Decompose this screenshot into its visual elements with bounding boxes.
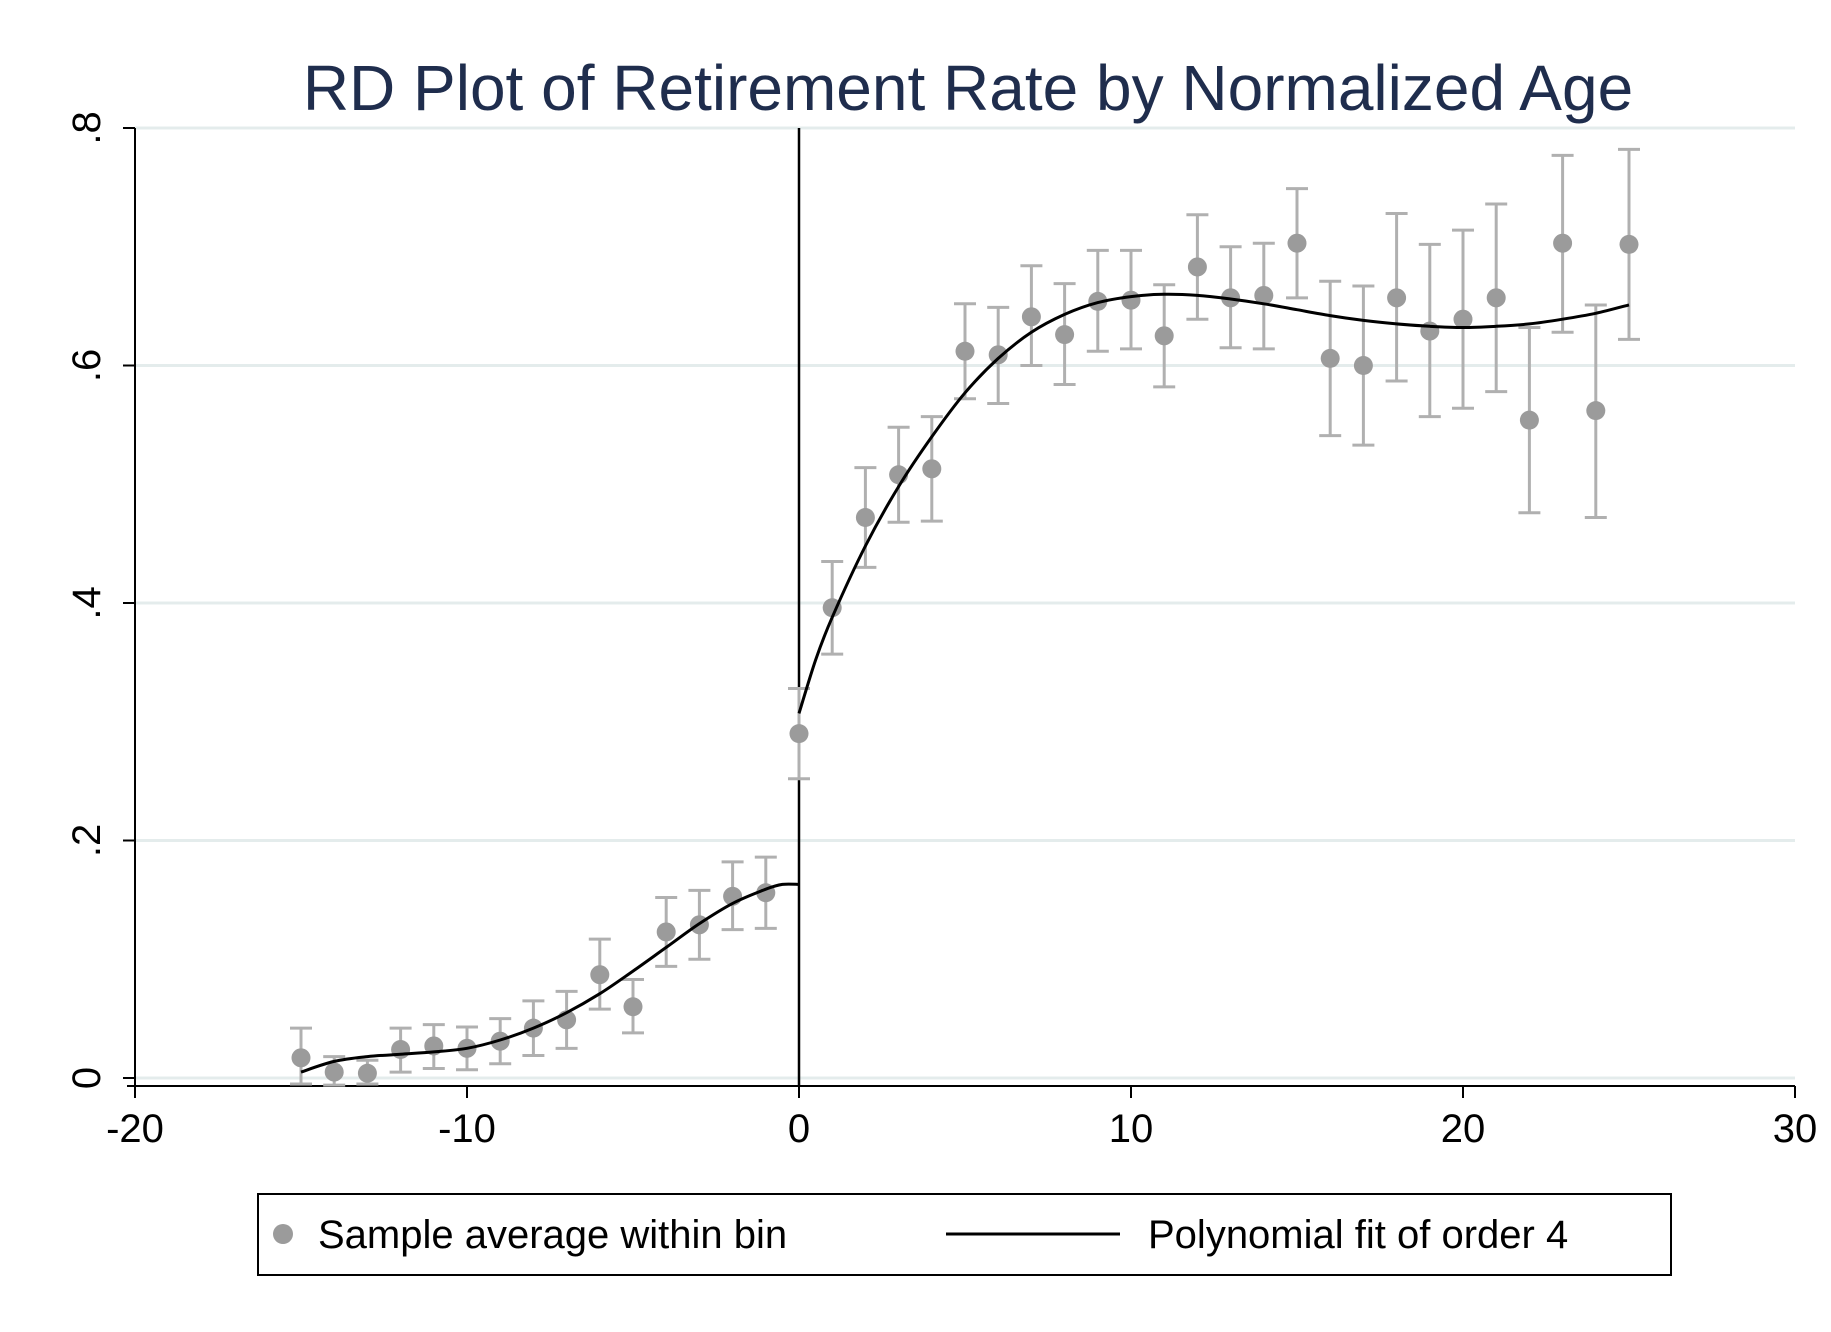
data-point-32 [1353,356,1373,375]
x-tick-label-0: -20 [106,1107,164,1151]
data-point-29 [1254,285,1274,305]
data-point-35 [1453,309,1473,329]
grid-lines [135,126,1795,1080]
y-tick-label-2: .4 [65,586,109,619]
data-point-36 [1486,288,1506,308]
data-point-37 [1519,410,1539,430]
data-point-10 [623,997,643,1017]
y-tick-label-1: .2 [65,824,109,857]
data-point-15 [789,724,809,744]
data-point-26 [1154,326,1174,346]
data-point-33 [1387,288,1407,308]
legend-marker-sample-average [273,1224,293,1244]
data-point-34 [1420,321,1440,341]
fit-line-left-of-cutoff [300,882,800,1074]
data-point-20 [955,341,975,361]
data-point-30 [1287,233,1307,253]
data-point-38 [1553,233,1573,253]
data-point-17 [855,508,875,527]
data-point-27 [1187,257,1207,277]
data-point-0 [291,1048,311,1068]
x-tick-label-5: 30 [1773,1107,1818,1151]
legend-label-sample-average: Sample average within bin [318,1213,787,1257]
data-point-2 [357,1063,377,1083]
polynomial-fit-lines [300,292,1630,1074]
legend: Sample average within bin Polynomial fit… [257,1193,1672,1276]
data-point-11 [656,922,676,942]
x-tick-label-1: -10 [438,1107,496,1151]
data-point-39 [1586,401,1606,421]
x-axis: -20 -10 0 10 20 30 [106,1085,1818,1151]
data-point-40 [1619,234,1639,254]
y-tick-label-4: .8 [65,111,109,144]
data-point-31 [1320,348,1340,368]
data-point-9 [590,965,610,985]
data-point-1 [324,1062,344,1082]
chart-title: RD Plot of Retirement Rate by Normalized… [303,52,1633,124]
data-point-22 [1021,307,1041,327]
data-point-23 [1055,325,1075,345]
y-tick-label-3: .6 [65,349,109,382]
y-tick-label-0: 0 [65,1067,109,1089]
data-point-19 [922,459,942,479]
y-axis: 0 .2 .4 .6 .8 [65,111,136,1089]
data-point-21 [988,345,1008,365]
x-tick-label-3: 10 [1109,1107,1154,1151]
data-point-25 [1121,290,1141,310]
legend-label-polynomial-fit: Polynomial fit of order 4 [1148,1213,1568,1257]
fit-line-right-of-cutoff [797,292,1630,714]
x-tick-label-2: 0 [788,1107,810,1151]
x-tick-label-4: 20 [1441,1107,1486,1151]
